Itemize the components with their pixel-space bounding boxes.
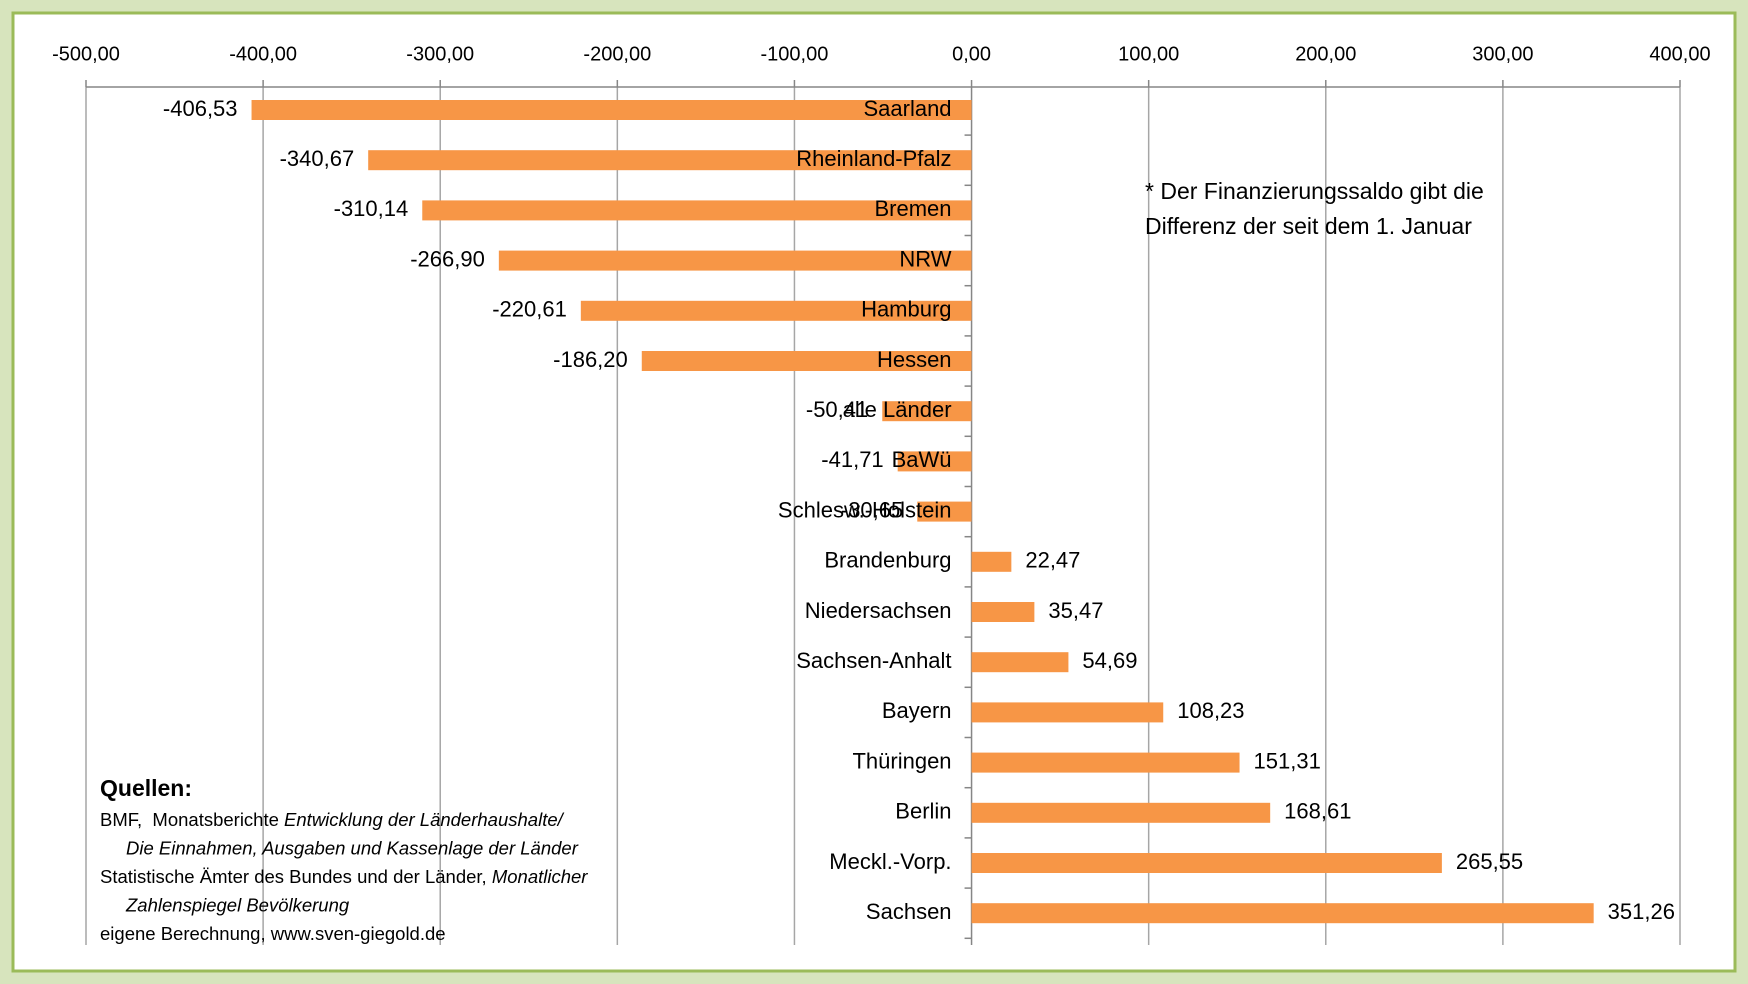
source-text: Entwicklung der Länderhaushalte/ bbox=[284, 809, 565, 830]
data-label: -41,71 bbox=[821, 447, 883, 472]
bar bbox=[882, 401, 972, 422]
category-label: NRW bbox=[899, 246, 951, 271]
bar bbox=[971, 551, 1012, 572]
category-label: Schlesw.-Holstein bbox=[778, 497, 952, 522]
x-tick-label: -500,00 bbox=[52, 43, 120, 65]
x-tick-label: 400,00 bbox=[1649, 43, 1710, 65]
bar bbox=[971, 602, 1035, 622]
bar bbox=[971, 802, 1271, 823]
chart-area bbox=[11, 11, 1737, 973]
bar bbox=[971, 702, 1164, 723]
bar bbox=[897, 451, 972, 472]
category-label: Bremen bbox=[875, 196, 952, 221]
category-label: Meckl.-Vorp. bbox=[829, 849, 951, 874]
x-tick-label: 100,00 bbox=[1118, 43, 1179, 65]
source-line: Zahlenspiegel Bevölkerung bbox=[125, 894, 350, 915]
data-label: 22,47 bbox=[1025, 548, 1080, 573]
source-line: Die Einnahmen, Ausgaben und Kassenlage d… bbox=[126, 837, 579, 858]
annotation: * Der Finanzierungssaldo gibt die bbox=[1145, 178, 1484, 204]
bar bbox=[641, 351, 972, 371]
category-label: Niedersachsen bbox=[805, 598, 952, 623]
category-label: Brandenburg bbox=[824, 548, 951, 573]
source-text: BMF, Monatsberichte bbox=[100, 809, 284, 830]
category-label: Saarland bbox=[863, 96, 951, 121]
bar bbox=[251, 100, 972, 120]
x-tick-label: 0,00 bbox=[952, 43, 991, 65]
annotation: Differenz der seit dem 1. Januar bbox=[1145, 213, 1472, 239]
source-text: eigene Berechnung, www.sven-giegold.de bbox=[100, 923, 446, 944]
data-label: 351,26 bbox=[1608, 899, 1675, 924]
category-label: Sachsen-Anhalt bbox=[796, 648, 951, 673]
data-label: -186,20 bbox=[553, 347, 628, 372]
data-label: -50,41 bbox=[806, 397, 868, 422]
bar bbox=[971, 752, 1240, 773]
data-label: -406,53 bbox=[163, 96, 238, 121]
category-label: alle Länder bbox=[843, 397, 952, 422]
data-label: -340,67 bbox=[280, 146, 355, 171]
source-line: Statistische Ämter des Bundes und der Lä… bbox=[100, 866, 588, 887]
bar bbox=[498, 250, 972, 271]
x-tick-label: 200,00 bbox=[1295, 43, 1356, 65]
data-label: -220,61 bbox=[492, 297, 567, 322]
data-label: 168,61 bbox=[1284, 799, 1351, 824]
x-tick-label: -400,00 bbox=[229, 43, 297, 65]
category-label: Rheinland-Pfalz bbox=[796, 146, 951, 171]
source-line: eigene Berechnung, www.sven-giegold.de bbox=[100, 923, 446, 944]
source-text: Zahlenspiegel Bevölkerung bbox=[125, 894, 350, 915]
bar bbox=[917, 501, 972, 522]
category-label: Sachsen bbox=[866, 899, 952, 924]
bar bbox=[971, 652, 1069, 673]
bar bbox=[368, 150, 972, 171]
category-label: Bayern bbox=[882, 698, 952, 723]
x-tick-label: -100,00 bbox=[761, 43, 829, 65]
data-label: -30,65 bbox=[841, 497, 903, 522]
data-label: -310,14 bbox=[334, 196, 409, 221]
source-text: Statistische Ämter des Bundes und der Lä… bbox=[100, 866, 492, 887]
category-label: Hessen bbox=[877, 347, 952, 372]
data-label: -266,90 bbox=[410, 246, 485, 271]
source-text: Monatlicher bbox=[492, 866, 588, 887]
data-label: 151,31 bbox=[1254, 748, 1321, 773]
x-tick-label: -300,00 bbox=[406, 43, 474, 65]
x-tick-label: 300,00 bbox=[1472, 43, 1533, 65]
source-line: BMF, Monatsberichte Entwicklung der Länd… bbox=[100, 809, 565, 830]
category-label: Thüringen bbox=[852, 748, 951, 773]
bar bbox=[971, 903, 1594, 924]
source-text: Die Einnahmen, Ausgaben und Kassenlage d… bbox=[126, 837, 579, 858]
sources-title: Quellen: bbox=[100, 775, 192, 801]
category-label: Hamburg bbox=[861, 297, 951, 322]
category-label: BaWü bbox=[892, 447, 952, 472]
category-label: Berlin bbox=[895, 799, 951, 824]
data-label: 54,69 bbox=[1082, 648, 1137, 673]
x-tick-label: -200,00 bbox=[583, 43, 651, 65]
bar bbox=[971, 853, 1442, 873]
bar bbox=[580, 300, 972, 321]
bar bbox=[422, 200, 972, 221]
data-label: 265,55 bbox=[1456, 849, 1523, 874]
data-label: 35,47 bbox=[1048, 598, 1103, 623]
data-label: 108,23 bbox=[1177, 698, 1244, 723]
